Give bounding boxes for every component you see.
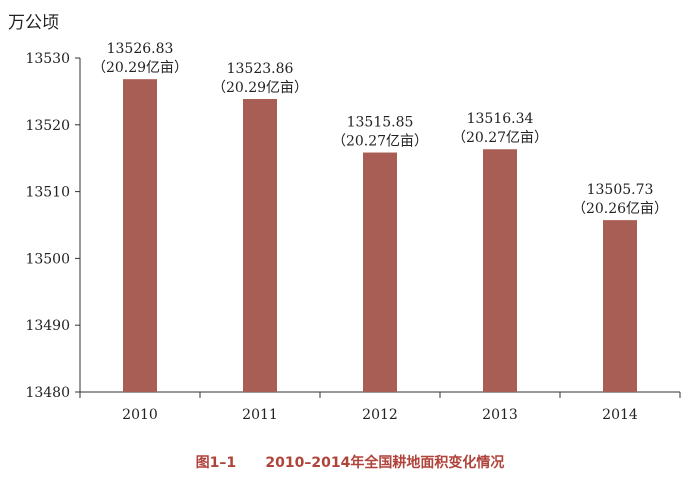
figure-title: 2010–2014年全国耕地面积变化情况 [265,455,505,471]
data-label-value: 13505.73 [587,182,654,198]
x-tick-label: 2013 [482,407,518,423]
figure-caption: 图1–1 2010–2014年全国耕地面积变化情况 [0,452,700,472]
x-tick-label: 2011 [242,407,278,423]
x-tick-label: 2014 [602,407,638,423]
y-tick-label: 13520 [25,118,70,134]
y-tick-label: 13480 [25,385,70,401]
data-label-mu: （20.29亿亩） [212,79,308,96]
data-label-mu: （20.26亿亩） [572,200,668,217]
bar-2010 [123,79,157,392]
y-tick-label: 13500 [25,251,70,267]
data-label-value: 13523.86 [227,61,294,77]
data-label-mu: （20.27亿亩） [452,129,548,146]
y-axis-unit-label: 万公顷 [8,13,59,33]
data-label-value: 13515.85 [347,115,414,131]
bar-2011 [243,99,277,392]
figure-number: 图1–1 [195,455,237,471]
x-tick-label: 2010 [122,407,158,423]
data-label-value: 13526.83 [107,41,174,57]
bar-2014 [603,220,637,392]
y-tick-label: 13530 [25,51,70,67]
y-tick-label: 13510 [25,185,70,201]
x-tick-label: 2012 [362,407,398,423]
bar-2012 [363,152,397,392]
y-tick-label: 13490 [25,318,70,334]
bar-2013 [483,149,517,392]
data-label-mu: （20.29亿亩） [92,59,188,76]
data-label-value: 13516.34 [467,111,534,127]
data-label-mu: （20.27亿亩） [332,133,428,150]
